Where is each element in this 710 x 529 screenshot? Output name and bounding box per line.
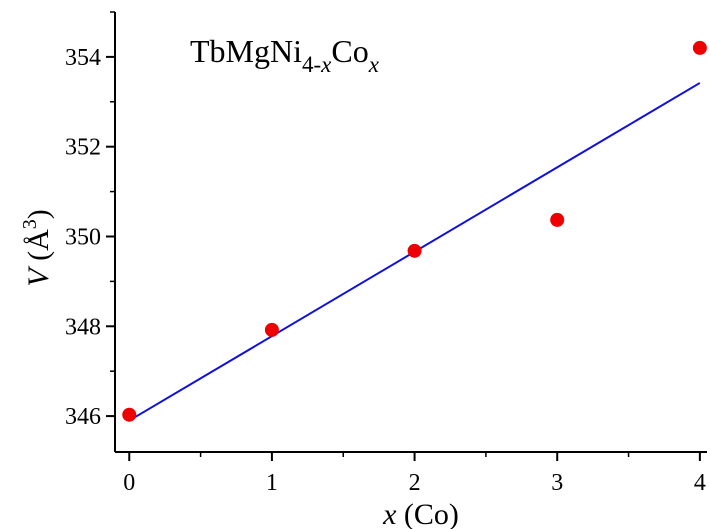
data-point xyxy=(693,41,707,55)
data-point xyxy=(550,213,564,227)
y-tick-label: 350 xyxy=(65,224,101,250)
x-axis-label: x (Co) xyxy=(382,498,459,529)
axes xyxy=(115,12,707,452)
y-tick-label: 348 xyxy=(65,314,101,340)
x-tick-label: 0 xyxy=(123,470,135,496)
y-tick-label: 346 xyxy=(65,404,101,430)
data-point xyxy=(408,244,422,258)
data-point xyxy=(122,408,136,422)
y-axis-label: V (Å3) xyxy=(19,209,55,286)
ticks: 0 1 2 3 4 346 348 350 352 354 xyxy=(65,12,706,496)
x-tick-label: 3 xyxy=(551,470,563,496)
compound-annotation: TbMgNi4-xCox xyxy=(190,33,380,77)
y-tick-label: 352 xyxy=(65,135,101,161)
data-point xyxy=(265,323,279,337)
x-tick-label: 2 xyxy=(409,470,421,496)
data-points xyxy=(122,41,707,422)
x-tick-label: 4 xyxy=(694,470,706,496)
x-tick-label: 1 xyxy=(266,470,278,496)
y-tick-label: 354 xyxy=(65,45,101,71)
